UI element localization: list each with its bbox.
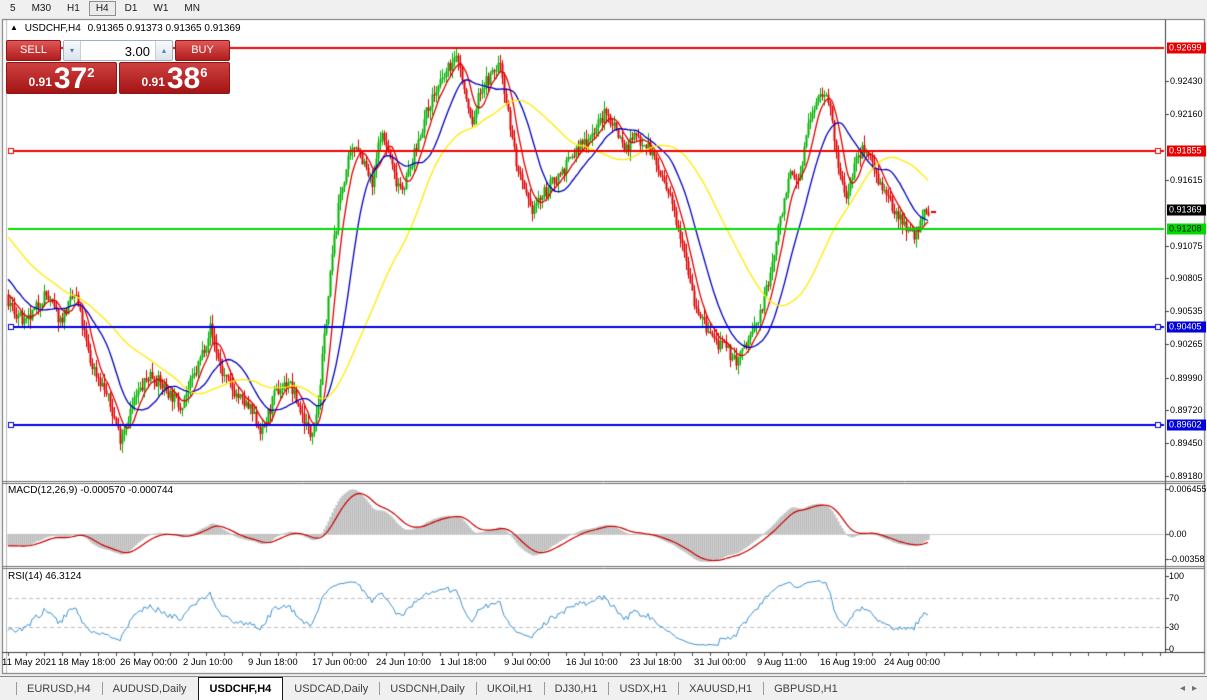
symbol-tab[interactable]: USDCAD,Daily [294,682,369,695]
symbol-tab-bar: EURUSD,H4 AUDUSD,Daily USDCHF,H4 USDCAD,… [0,676,1207,700]
timeframe-tab[interactable]: M30 [25,1,58,16]
price-level-chip: 0.92699 [1167,42,1206,54]
symbol-tab[interactable]: XAUUSD,H1 [678,677,763,700]
timeframe-tab[interactable]: MN [177,1,207,16]
time-axis-label: 16 Aug 19:00 [820,657,876,668]
rsi-indicator-label: RSI(14) 46.3124 [8,571,82,582]
price-level-chip: 0.91369 [1167,204,1206,216]
sell-button[interactable]: SELL [6,40,61,61]
price-tick-label: 0.89990 [1170,373,1203,383]
ask-price-pips: 38 [166,62,201,94]
time-axis-label: 9 Jul 00:00 [504,657,551,668]
time-axis-label: 2 Jun 10:00 [183,657,233,668]
time-axis-label: 23 Jul 18:00 [630,657,682,668]
price-level-chip: 0.91855 [1167,145,1206,157]
timeframe-tab[interactable]: H1 [60,1,87,16]
arrow-down-icon: ▾ [69,45,74,55]
symbol-tab[interactable]: USDCNH,Daily [379,677,476,700]
price-tick-label: 0.90265 [1170,339,1203,349]
time-axis-label: 9 Aug 11:00 [757,657,808,668]
price-tick-label: 0.92430 [1170,76,1203,86]
bid-price-point: 2 [87,65,95,80]
volume-increase-button[interactable]: ▴ [155,41,172,60]
rsi-axis-tick-label: 70 [1169,593,1180,603]
macd-axis-tick-label: -0.00358 [1169,554,1205,564]
rsi-axis-tick-label: 100 [1169,571,1185,581]
tabs-scroll-left-icon[interactable]: ◂ [1179,683,1185,694]
chart-symbol-period: USDCHF,H4 [24,23,81,34]
chart-title: ▲ USDCHF,H4 0.91365 0.91373 0.91365 0.91… [10,23,245,34]
time-axis-label: 16 Jul 10:00 [566,657,618,668]
trade-panel-quotes-row: 0.91 37 2 0.91 38 6 [6,62,230,94]
time-axis-label: 31 Jul 00:00 [694,657,746,668]
buy-button[interactable]: BUY [175,40,230,61]
symbol-tab[interactable]: EURUSD,H4 [16,677,102,700]
price-tick-label: 0.91075 [1170,241,1203,251]
chart-window-icon: ▲ [10,23,18,32]
bid-quote-panel[interactable]: 0.91 37 2 [6,62,117,94]
macd-indicator-label: MACD(12,26,9) -0.000570 -0.000744 [8,485,174,496]
volume-decrease-button[interactable]: ▾ [64,41,81,60]
price-tick-label: 0.89720 [1170,405,1203,415]
price-tick-label: 0.89180 [1170,471,1203,481]
price-tick-label: 0.89450 [1170,438,1203,448]
macd-axis-tick-label: 0.006455 [1169,484,1207,494]
time-axis-label: 24 Jun 10:00 [376,657,431,668]
symbol-tab[interactable]: USDCHF,H4 [197,677,284,700]
time-axis-label: 18 May 18:00 [58,657,116,668]
tabs-scroll-right-icon[interactable]: ▸ [1191,683,1197,694]
price-tick-label: 0.90805 [1170,273,1203,283]
price-level-chip: 0.90405 [1167,321,1206,333]
arrow-up-icon: ▴ [161,45,166,55]
timeframe-tab[interactable]: D1 [118,1,145,16]
ask-price-point: 6 [200,65,208,80]
timeframe-toolbar: 5 M30 H1 H4 D1 W1 MN [0,0,1207,17]
time-axis-label: 9 Jun 18:00 [248,657,298,668]
timeframe-tab[interactable]: W1 [146,1,175,16]
ask-price-base: 0.91 [141,75,165,89]
time-axis-label: 17 Jun 00:00 [312,657,367,668]
time-axis-label: 11 May 2021 [2,657,57,668]
bid-price-pips: 37 [53,62,88,94]
rsi-axis-tick-label: 0 [1169,644,1175,654]
price-tick-label: 0.92160 [1170,109,1203,119]
price-level-chip: 0.91208 [1167,223,1206,235]
trade-panel-top-row: SELL ▾ 3.00 ▴ BUY [6,40,230,61]
volume-spinner: ▾ 3.00 ▴ [63,40,173,61]
price-tick-label: 0.90535 [1170,306,1203,316]
price-level-chip: 0.89602 [1167,419,1206,431]
symbol-tab[interactable]: DJ30,H1 [543,677,609,700]
rsi-axis-tick-label: 30 [1169,622,1180,632]
timeframe-tab[interactable]: 5 [3,1,23,16]
time-axis-label: 26 May 00:00 [120,657,178,668]
time-axis-label: 1 Jul 18:00 [440,657,487,668]
symbol-tab[interactable]: GBPUSD,H1 [763,677,849,700]
chart-ohlc-values: 0.91365 0.91373 0.91365 0.91369 [87,23,241,34]
symbol-tab-list: EURUSD,H4 AUDUSD,Daily USDCHF,H4 USDCAD,… [0,677,849,700]
timeframe-tab[interactable]: H4 [88,1,116,16]
price-tick-label: 0.91615 [1170,175,1203,185]
one-click-trading-panel: SELL ▾ 3.00 ▴ BUY 0.91 37 2 0.91 38 6 [6,40,230,94]
symbol-tab[interactable]: UKOil,H1 [475,677,544,700]
symbol-tab[interactable]: AUDUSD,Daily [101,677,198,700]
tab-scroll-controls: ◂ ▸ [1180,677,1207,700]
symbol-tab[interactable]: USDX,H1 [608,677,678,700]
bid-price-base: 0.91 [28,75,52,89]
ask-quote-panel[interactable]: 0.91 38 6 [119,62,230,94]
macd-axis-tick-label: 0.00 [1169,529,1187,539]
volume-value[interactable]: 3.00 [124,44,150,59]
time-axis-label: 24 Aug 00:00 [884,657,940,668]
